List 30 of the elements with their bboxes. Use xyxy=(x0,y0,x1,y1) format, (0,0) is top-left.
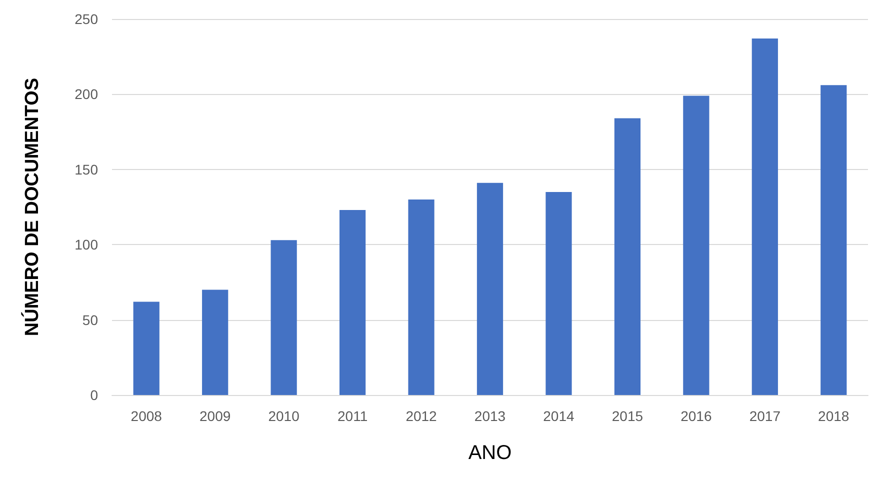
bar xyxy=(614,118,641,395)
x-tick-label: 2011 xyxy=(337,408,368,424)
y-tick-label: 150 xyxy=(74,161,98,178)
bar xyxy=(752,38,778,395)
x-tick-label: 2008 xyxy=(130,408,162,424)
y-tick-label: 200 xyxy=(74,86,98,102)
bar xyxy=(820,85,847,395)
y-axis-title: NÚMERO DE DOCUMENTOS xyxy=(21,78,43,336)
bar xyxy=(683,96,710,395)
x-tick-label: 2017 xyxy=(749,408,781,424)
bar xyxy=(133,302,160,395)
bar xyxy=(408,199,434,395)
x-tick-label: 2009 xyxy=(200,408,231,424)
bar xyxy=(546,192,572,395)
x-tick-label: 2014 xyxy=(543,408,575,424)
x-tick-label: 2010 xyxy=(268,408,300,424)
x-tick-label: 2013 xyxy=(474,408,506,424)
x-tick-label: 2018 xyxy=(818,408,850,424)
y-tick-label: 0 xyxy=(90,387,98,403)
bar xyxy=(339,210,366,395)
bar xyxy=(476,182,504,395)
y-tick-label: 250 xyxy=(74,11,98,27)
x-axis-title: ANO xyxy=(468,442,512,464)
bar xyxy=(202,290,228,395)
y-tick-label: 50 xyxy=(82,312,98,328)
x-tick-label: 2016 xyxy=(680,408,712,424)
x-tick-label: 2015 xyxy=(612,408,644,424)
bar xyxy=(270,240,297,395)
y-tick-label: 100 xyxy=(74,236,98,253)
x-tick-label: 2012 xyxy=(406,408,438,424)
